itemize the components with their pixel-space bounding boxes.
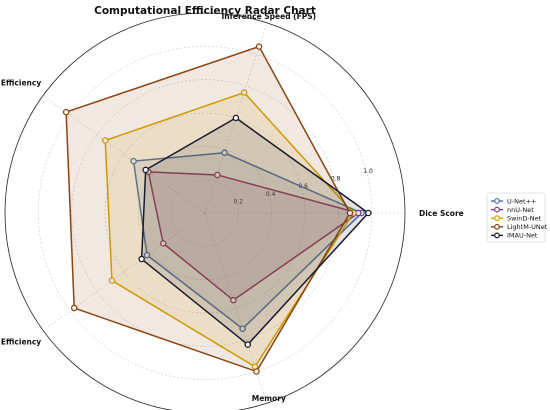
legend-label: U-Net++: [507, 197, 536, 205]
legend-item: SwinD-Net: [491, 215, 542, 223]
legend-swatch-marker: [494, 232, 500, 239]
series-polygon: [132, 152, 363, 330]
series-point: [130, 157, 137, 165]
legend-swatch-marker: [494, 215, 500, 222]
axis-label: Parameter Efficiency: [0, 78, 41, 87]
series-0: [130, 149, 365, 332]
grid-spoke: [43, 95, 206, 214]
series-1: [145, 168, 362, 304]
legend-label: IMAU-Net: [507, 232, 538, 240]
series-polygon: [147, 171, 360, 301]
series-point: [244, 341, 251, 348]
axis-label: Dice Score: [419, 209, 464, 218]
grid-spoke: [43, 212, 206, 331]
axis-label: Memory: [252, 394, 286, 403]
grid-spoke: [204, 212, 268, 404]
series-3: [62, 43, 354, 375]
series-point: [255, 43, 263, 50]
legend-item: LightM-UNet: [491, 223, 548, 231]
grid-ring: [38, 46, 372, 380]
chart-title: Computational Efficiency Radar Chart: [94, 5, 316, 17]
legend-swatch-marker: [494, 206, 500, 213]
series-polygon: [140, 117, 370, 346]
series-point: [108, 277, 116, 284]
r-tick-label: 0.4: [266, 191, 276, 198]
legend-label: SwinD-Net: [507, 215, 542, 223]
series-point: [221, 149, 228, 157]
legend-item: nnU-Net: [491, 206, 534, 214]
series-point: [253, 368, 260, 375]
series-point: [142, 166, 149, 174]
legend-swatch-marker: [494, 223, 500, 230]
series-point: [230, 296, 237, 304]
series-2: [101, 89, 357, 371]
series-point: [214, 171, 221, 179]
series-point: [239, 325, 246, 332]
radar-series: [62, 43, 372, 375]
series-point: [101, 137, 109, 144]
series-point: [365, 209, 372, 217]
series-point: [159, 240, 167, 247]
series-point: [346, 209, 354, 217]
legend-swatch-marker: [494, 198, 500, 204]
axis-labels: Dice Score Inference Speed (FPS) Parameter…: [0, 12, 464, 403]
r-tick-label: 0.2: [233, 198, 243, 205]
series-point: [232, 114, 240, 122]
legend-item: U-Net++: [491, 197, 536, 205]
legend-label: LightM-UNet: [507, 223, 548, 231]
r-tick-label: 0.8: [331, 176, 341, 183]
series-point: [70, 304, 78, 312]
legend-label: nnU-Net: [507, 206, 534, 214]
legend-box: [486, 192, 546, 243]
series-polygon: [65, 45, 351, 373]
grid-ring: [138, 146, 272, 280]
legend-item: IMAU-Net: [491, 232, 538, 240]
outer-ring: [4, 12, 406, 410]
axis-label: Inference Speed (FPS): [222, 12, 317, 21]
series-point: [240, 89, 248, 96]
series-4: [138, 114, 372, 348]
series-polygon: [104, 91, 355, 368]
legend: U-Net++nnU-NetSwinD-NetLightM-UNetIMAU-N…: [486, 192, 548, 243]
r-tick-label: 1.0: [363, 168, 373, 175]
series-point: [143, 251, 151, 259]
axis-label: Computational Efficiency: [0, 338, 41, 347]
series-point: [62, 108, 70, 116]
series-point: [138, 255, 145, 263]
